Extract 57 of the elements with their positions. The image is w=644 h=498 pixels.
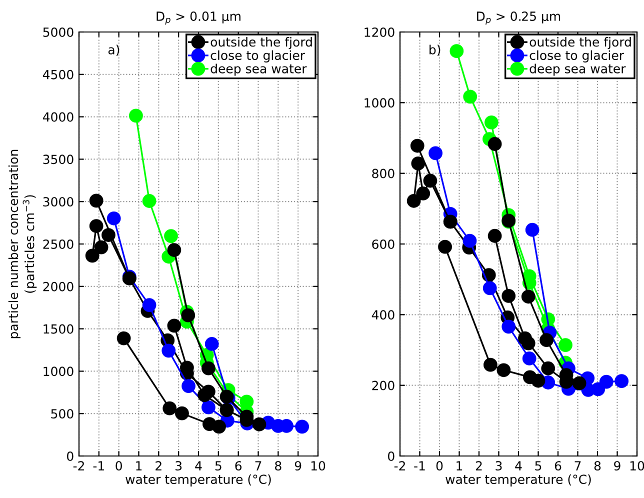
legend-label: deep sea water <box>210 64 307 76</box>
x-tick-label: 2 <box>156 461 162 470</box>
x-tick-label: 6 <box>235 461 242 471</box>
x-tick-label: -2 <box>73 461 84 470</box>
x-tick-label: 1 <box>456 461 462 470</box>
x-tick-label: 0 <box>436 461 443 471</box>
legend-label: deep sea water <box>530 64 626 76</box>
chart-title: D$_{p}$ > 0.01 µm <box>156 12 240 25</box>
x-tick-label: 10 <box>630 461 644 471</box>
x-tick-label: -2 <box>394 461 405 470</box>
y-tick-label: 2000 <box>43 282 74 292</box>
y-tick-label: 2500 <box>43 239 74 249</box>
x-tick-label: 6 <box>554 461 562 471</box>
x-tick-label: 1 <box>136 461 142 470</box>
x-tick-label: 9 <box>614 461 620 471</box>
y-tick-label: 4000 <box>42 112 74 122</box>
x-tick-label: 4 <box>515 461 522 470</box>
x-tick-label: 8 <box>594 461 601 471</box>
x-axis-title: water temperature (°C) <box>446 474 591 486</box>
y-tick-label: 4500 <box>42 70 74 80</box>
x-tick-label: 2 <box>476 461 482 470</box>
y-tick-label: 500 <box>51 409 74 419</box>
x-tick-label: 3 <box>176 461 182 471</box>
y-tick-label: 5000 <box>43 27 74 37</box>
y-tick-label: 1500 <box>44 324 74 334</box>
y-tick-label: 400 <box>372 310 394 320</box>
x-tick-label: -1 <box>93 461 104 470</box>
legend-label: close to glacier <box>210 50 306 62</box>
y-tick-label: 1200 <box>364 27 394 37</box>
y-axis-title: particle number concentration (particles cm$^{−3}$) <box>8 150 37 338</box>
x-axis-title: water temperature (°C) <box>126 474 271 486</box>
x-tick-label: 5 <box>215 461 222 471</box>
x-tick-label: 10 <box>311 461 326 471</box>
y-tick-label: 3000 <box>43 197 74 207</box>
x-tick-label: 0 <box>116 461 122 471</box>
legend-label: outside the fjord <box>210 37 312 50</box>
x-tick-label: 7 <box>574 461 581 470</box>
x-tick-label: 3 <box>496 461 502 471</box>
y-tick-label: 1000 <box>44 366 74 376</box>
y-tick-label: 0 <box>67 451 74 461</box>
x-tick-label: 9 <box>294 461 302 471</box>
x-tick-label: 5 <box>535 461 542 471</box>
y-tick-label: 3500 <box>43 154 74 164</box>
y-tick-label: 600 <box>372 239 394 249</box>
y-tick-label: 800 <box>372 168 394 178</box>
legend-label: outside the fjord <box>530 37 631 50</box>
y-tick-label: 200 <box>372 380 394 390</box>
x-tick-label: 4 <box>195 461 202 470</box>
annotation: a) <box>108 44 120 56</box>
annotation: b) <box>430 44 440 56</box>
chart-title: D$_{p}$ > 0.25 µm <box>477 12 560 25</box>
x-tick-label: -1 <box>414 461 425 470</box>
y-tick-label: 1000 <box>364 98 394 108</box>
x-tick-label: 8 <box>275 461 282 471</box>
x-tick-label: 7 <box>255 461 262 470</box>
legend-label: close to glacier <box>530 50 624 62</box>
y-tick-label: 0 <box>388 451 394 461</box>
